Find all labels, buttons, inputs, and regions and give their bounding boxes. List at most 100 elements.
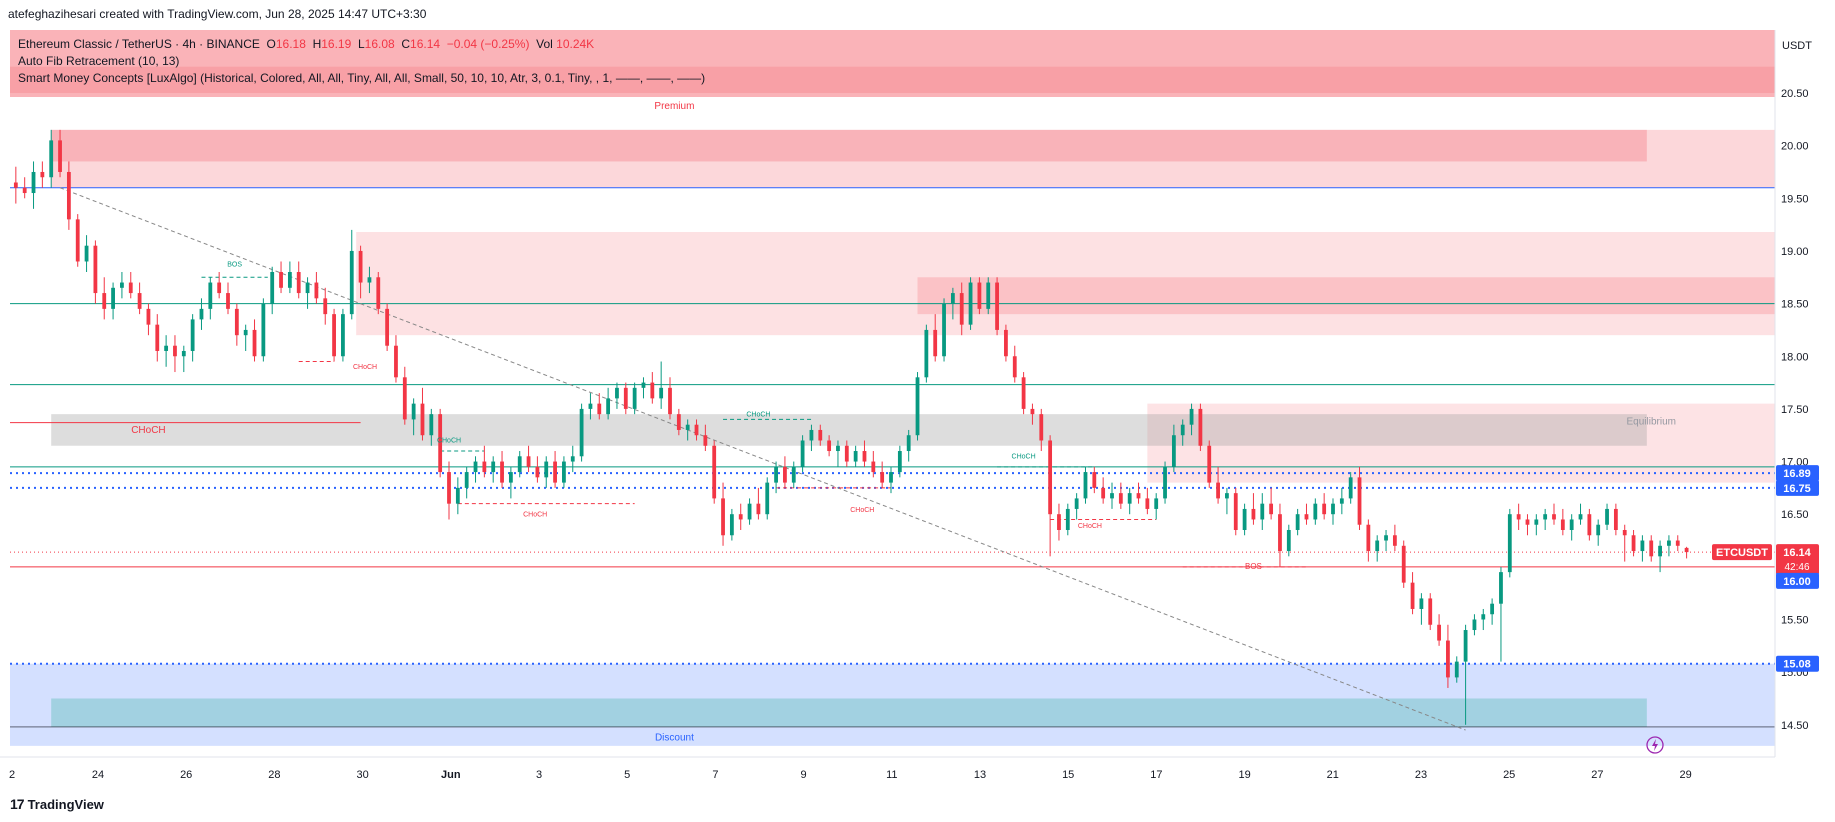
candle-21 xyxy=(190,314,195,362)
candle-58 xyxy=(517,451,522,478)
legend-indicator-smc[interactable]: Smart Money Concepts [LuxAlgo] (Historic… xyxy=(18,71,706,85)
bar-countdown: 42:46 xyxy=(1784,562,1809,573)
candle-body xyxy=(747,503,752,520)
candle-body xyxy=(783,466,787,483)
candle-51 xyxy=(455,477,460,515)
legend-l-label: L xyxy=(357,37,365,51)
candle-55 xyxy=(491,456,496,483)
candle-body xyxy=(252,329,257,357)
candle-body xyxy=(411,403,416,420)
candle-body xyxy=(367,277,372,283)
candle-59 xyxy=(526,445,531,473)
candle-68 xyxy=(606,387,611,420)
candle-body xyxy=(1057,514,1061,530)
candle-77 xyxy=(685,419,690,441)
candle-180 xyxy=(1596,519,1601,546)
legend-symbol: Ethereum Classic / TetherUS · 4h · BINAN… xyxy=(18,37,260,51)
candle-43 xyxy=(385,303,390,351)
annotation-choch-11: CHoCH xyxy=(1078,523,1102,530)
candle-body xyxy=(420,403,425,436)
candle-body xyxy=(844,445,849,462)
candle-body xyxy=(800,440,805,467)
candle-27 xyxy=(243,324,248,351)
candle-144 xyxy=(1278,503,1282,567)
supply-zone xyxy=(356,231,1775,336)
candle-body xyxy=(155,324,160,351)
candle-body xyxy=(1578,514,1583,520)
candle-body xyxy=(1605,508,1609,525)
candle-134 xyxy=(1189,403,1194,436)
annotation-bos-4: BOS xyxy=(227,262,242,269)
candle-body xyxy=(889,472,893,483)
candle-body xyxy=(376,277,381,309)
candle-1 xyxy=(13,166,18,204)
candle-46 xyxy=(411,398,416,436)
candle-40 xyxy=(358,245,363,299)
candle-166 xyxy=(1472,614,1477,636)
price-label-15.08: 15.08 xyxy=(1783,659,1811,671)
alert-icon-circle xyxy=(1646,736,1664,754)
legend-high: 16.19 xyxy=(321,37,352,51)
candle-139 xyxy=(1233,487,1238,536)
candle-body xyxy=(137,293,142,309)
y-tick-17.50: 17.50 xyxy=(1781,404,1809,416)
price-label-16.89: 16.89 xyxy=(1783,468,1811,480)
created-by-caption: atefeghazihesari created with TradingVie… xyxy=(8,7,427,21)
candle-31 xyxy=(279,261,283,294)
candle-body xyxy=(1428,598,1433,625)
candle-108 xyxy=(959,282,964,336)
candle-153 xyxy=(1357,466,1362,530)
tradingview-logo[interactable]: 17 TradingView xyxy=(10,796,104,812)
candle-body xyxy=(1225,493,1229,499)
candle-19 xyxy=(173,335,177,373)
candle-188 xyxy=(1667,535,1671,557)
candle-25 xyxy=(226,282,230,315)
candle-body xyxy=(1180,424,1185,436)
legend-volume: 10.24K xyxy=(556,37,595,51)
candle-body xyxy=(447,472,451,504)
candle-119 xyxy=(1057,503,1061,541)
candle-78 xyxy=(694,419,699,441)
candle-body xyxy=(950,293,955,304)
candle-160 xyxy=(1419,593,1424,625)
candle-189 xyxy=(1675,535,1680,552)
candle-body xyxy=(1331,503,1335,515)
candle-body xyxy=(871,461,876,473)
candle-body xyxy=(959,293,964,325)
candle-16 xyxy=(146,303,151,336)
candle-body xyxy=(880,472,885,483)
legend-indicator-fib[interactable]: Auto Fib Retracement (10, 13) xyxy=(18,54,180,68)
candle-body xyxy=(579,408,584,457)
candle-body xyxy=(261,303,266,357)
candle-body xyxy=(1216,482,1220,499)
candle-body xyxy=(676,414,681,430)
candle-14 xyxy=(128,272,133,299)
candle-body xyxy=(93,245,98,294)
candle-body xyxy=(1384,535,1388,541)
candle-body xyxy=(473,461,478,473)
candle-body xyxy=(924,329,929,378)
candle-122 xyxy=(1083,466,1088,504)
candle-body xyxy=(341,314,345,357)
candle-body xyxy=(128,282,133,294)
candle-93 xyxy=(827,435,832,457)
candle-33 xyxy=(296,261,301,299)
candle-body xyxy=(1569,519,1574,530)
annotation-premium-0: Premium xyxy=(654,101,694,112)
legend-low: 16.08 xyxy=(364,37,395,51)
annotation-choch-9: CHoCH xyxy=(850,507,874,514)
candle-154 xyxy=(1366,519,1371,562)
candle-106 xyxy=(942,298,946,362)
candle-body xyxy=(623,387,628,409)
y-tick-14.50: 14.50 xyxy=(1781,720,1809,732)
candle-body xyxy=(217,282,222,294)
candle-91 xyxy=(809,424,814,452)
candle-56 xyxy=(500,451,504,488)
last-price-label: 16.14 xyxy=(1783,547,1811,559)
annotation-choch-3: CHoCH xyxy=(131,425,165,436)
price-label-bg-15.08 xyxy=(1776,655,1819,672)
candle-87 xyxy=(774,461,778,494)
candle-body xyxy=(270,272,275,304)
candle-body xyxy=(1560,519,1565,530)
